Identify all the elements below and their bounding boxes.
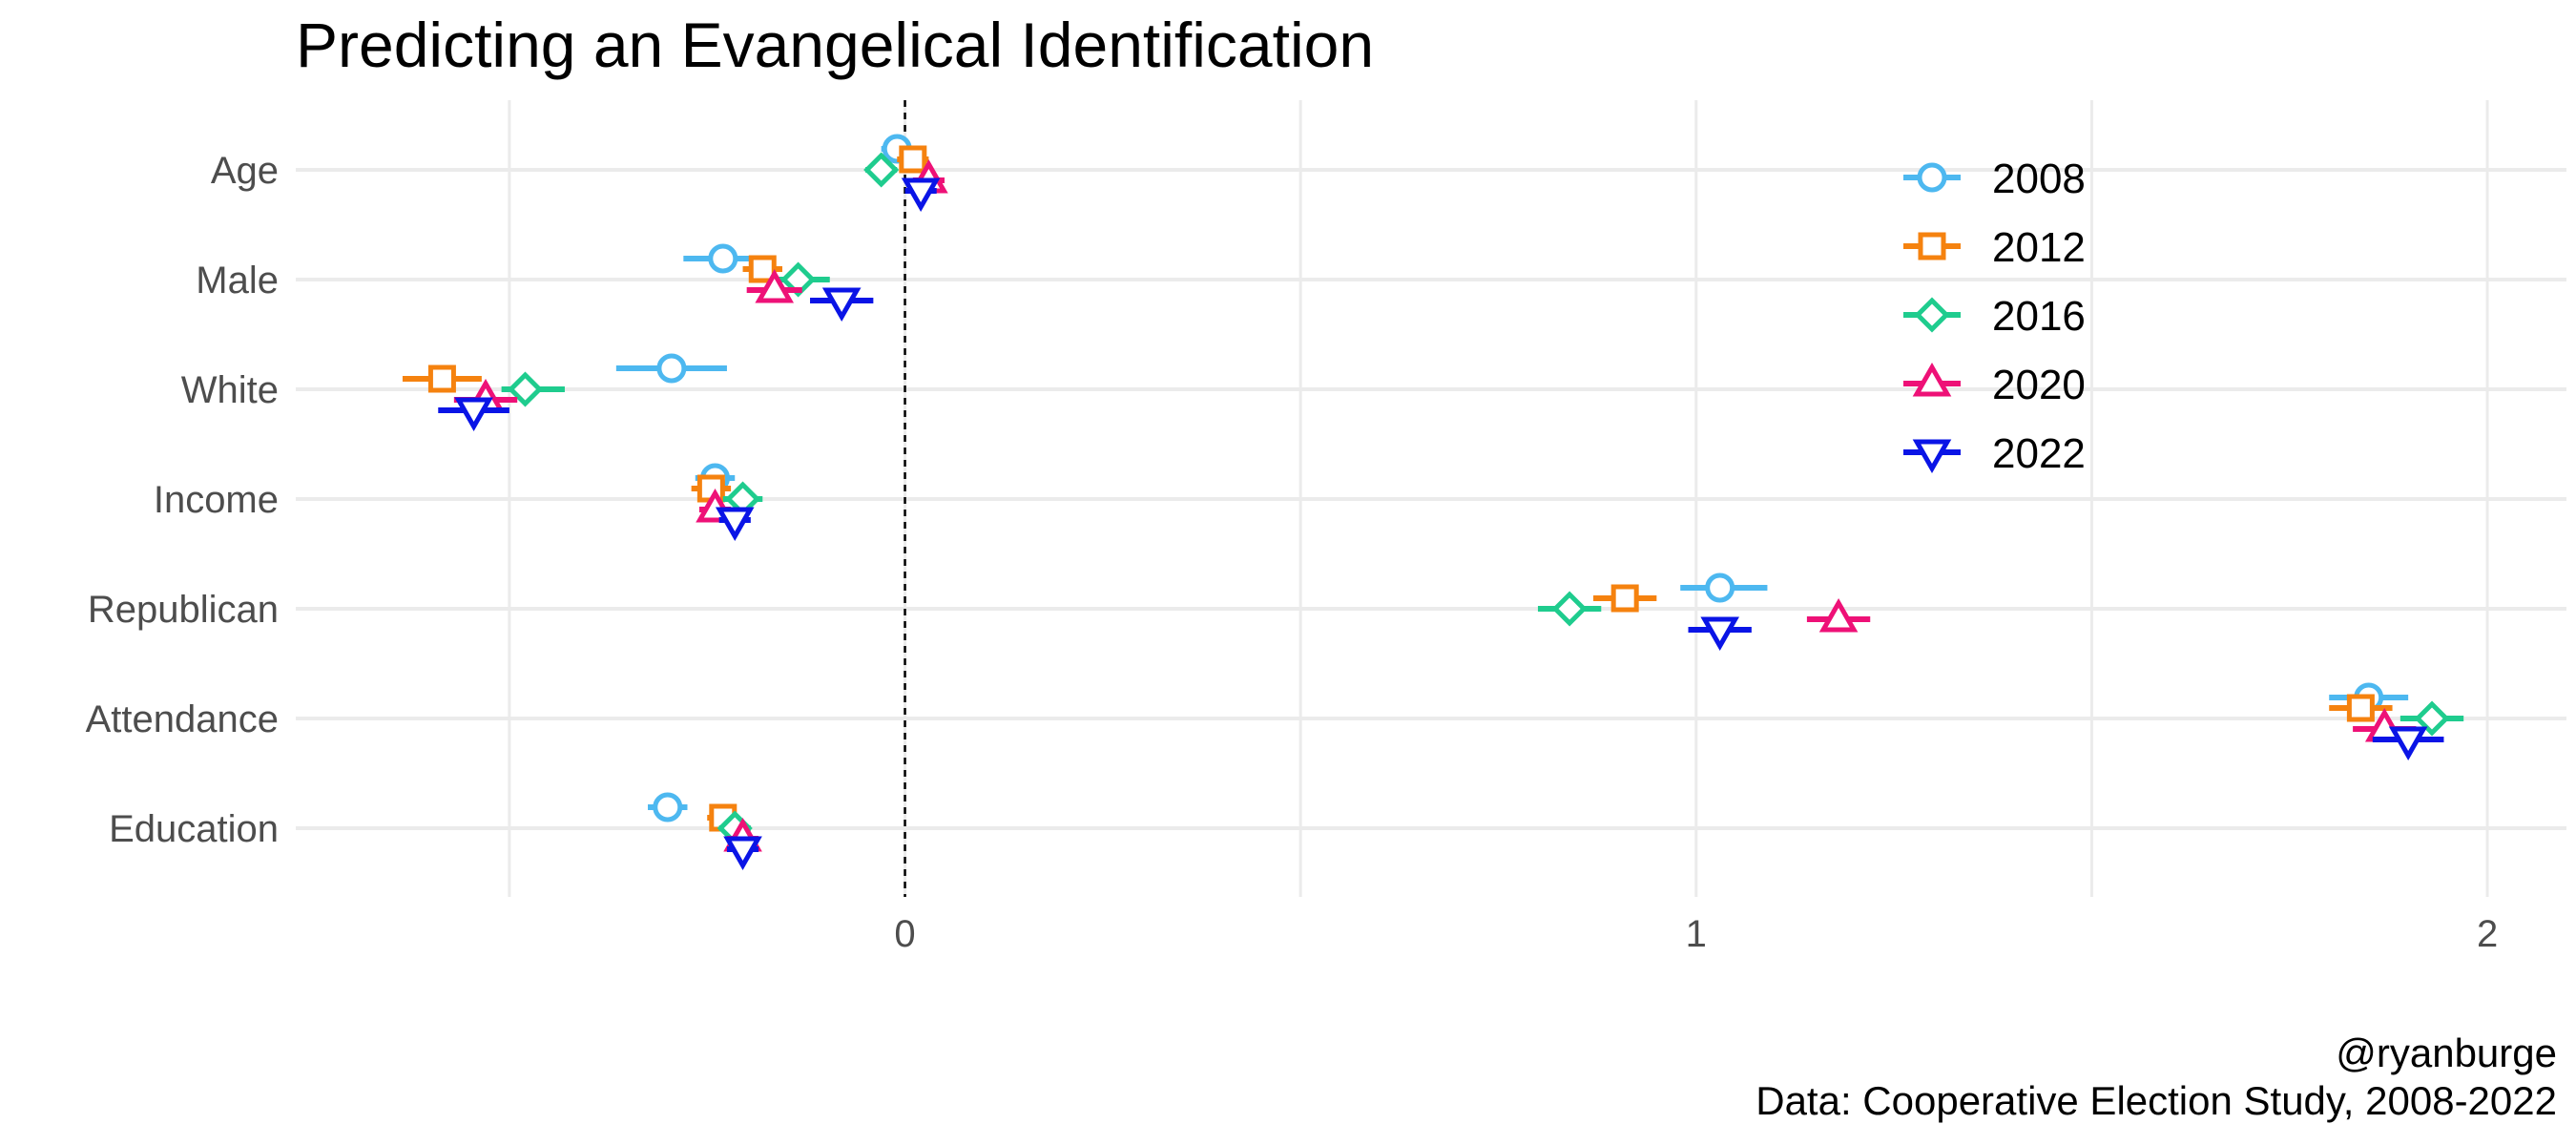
point-2008-education [653, 792, 683, 822]
point-2008-white [656, 353, 687, 384]
legend: 2008 2012 2016 2020 2022 [1903, 156, 2086, 477]
legend-label: 2020 [1992, 362, 2086, 408]
point-2016-attendance [2414, 700, 2450, 737]
y-tick-label-age: Age [211, 150, 279, 192]
legend-item-2016: 2016 [1903, 293, 2086, 340]
y-tick-label-white: White [181, 369, 279, 411]
point-2022-male [821, 287, 862, 323]
point-2012-age [899, 145, 927, 174]
legend-label: 2008 [1992, 156, 2086, 202]
y-tick-label-republican: Republican [88, 589, 279, 631]
point-2022-attendance [2388, 726, 2428, 761]
legend-marker [1912, 439, 1952, 474]
legend-marker [1914, 297, 1950, 333]
point-2016-male [780, 261, 817, 298]
point-2012-white [427, 364, 456, 393]
y-tick-label-attendance: Attendance [86, 698, 279, 740]
point-2016-white [507, 371, 544, 407]
legend-marker [1912, 362, 1952, 397]
x-tick-labels: 0 1 2 [894, 913, 2498, 955]
y-tick-label-education: Education [109, 808, 279, 850]
legend-item-2022: 2022 [1903, 430, 2086, 477]
point-2022-education [723, 836, 762, 871]
point-2008-republican [1705, 572, 1735, 603]
point-2022-republican [1700, 616, 1739, 652]
point-2012-republican [1610, 584, 1639, 613]
point-2016-republican [1551, 591, 1588, 627]
x-tick-label: 0 [894, 913, 915, 955]
y-tick-labels: Age Male White Income Republican Attendance Ed… [86, 150, 279, 850]
x-tick-label: 2 [2477, 913, 2498, 955]
series-2022 [438, 177, 2444, 871]
legend-label: 2022 [1992, 430, 2086, 477]
point-2012-attendance [2346, 694, 2375, 722]
x-tick-label: 1 [1686, 913, 1707, 955]
series [402, 134, 2464, 871]
legend-item-2020: 2020 [1903, 362, 2086, 408]
point-2022-income [715, 507, 755, 542]
y-tick-label-male: Male [196, 260, 279, 302]
point-2022-age [901, 177, 941, 213]
point-2020-male [755, 268, 795, 303]
legend-marker [1918, 232, 1946, 260]
point-2020-republican [1818, 597, 1859, 633]
series-2012 [402, 145, 2393, 832]
legend-label: 2016 [1992, 293, 2086, 340]
point-2016-age [863, 152, 900, 188]
legend-label: 2012 [1992, 224, 2086, 271]
chart-title: Predicting an Evangelical Identification [296, 10, 1374, 80]
caption-handle: @ryanburge [2336, 1030, 2557, 1075]
y-tick-label-income: Income [154, 479, 279, 521]
legend-item-2012: 2012 [1903, 224, 2086, 271]
point-2022-white [454, 397, 493, 432]
legend-item-2008: 2008 [1903, 156, 2086, 202]
point-2008-male [708, 243, 738, 274]
grid [296, 100, 2566, 897]
caption-source: Data: Cooperative Election Study, 2008-2… [1755, 1078, 2557, 1123]
legend-marker [1917, 162, 1947, 193]
